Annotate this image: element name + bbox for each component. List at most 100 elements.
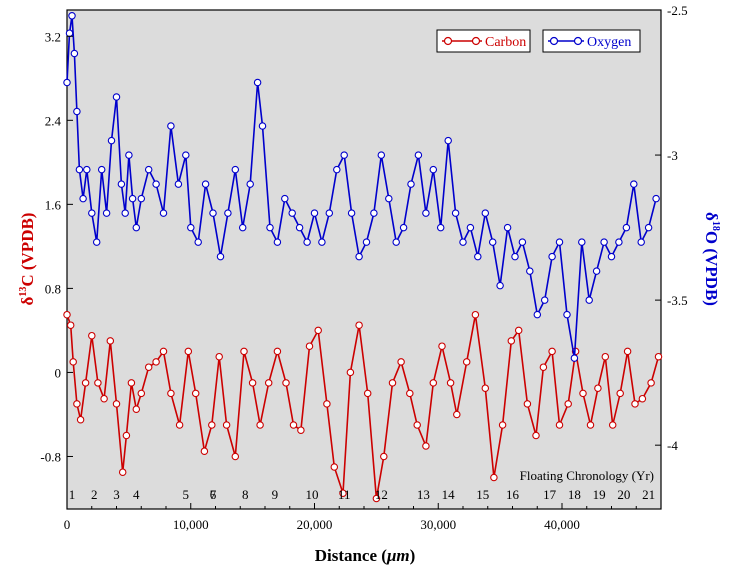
carbon-data-point [555, 421, 564, 429]
carbon-data-point [339, 489, 347, 497]
carbon-data-point [355, 321, 363, 329]
carbon-data-point [372, 494, 381, 503]
chronology-year-label: 18 [568, 487, 581, 502]
carbon-data-point [76, 415, 85, 424]
carbon-data-point [175, 421, 184, 429]
y-left-tick-label: 3.2 [45, 29, 61, 44]
oxygen-data-point [75, 165, 84, 174]
chronology-year-label: 10 [306, 487, 319, 502]
oxygen-data-point [318, 238, 326, 246]
chronology-year-label: 11 [338, 487, 351, 502]
carbon-data-point [397, 358, 405, 366]
carbon-data-point [638, 394, 647, 403]
oxygen-data-point [88, 209, 96, 217]
x-tick-label: 20,000 [297, 517, 333, 532]
carbon-data-point [539, 363, 548, 371]
carbon-data-point [601, 352, 610, 361]
oxygen-data-point [570, 354, 579, 362]
oxygen-series-line [66, 15, 657, 359]
carbon-data-point [388, 379, 397, 387]
chronology-title: Floating Chronology (Yr) [520, 468, 654, 483]
carbon-data-point [73, 400, 81, 408]
carbon-data-point [282, 379, 290, 387]
oxygen-data-point [563, 310, 571, 319]
oxygen-data-point [125, 151, 133, 159]
oxygen-data-point [288, 209, 296, 217]
carbon-data-point [127, 379, 136, 387]
oxygen-data-point [407, 180, 415, 188]
oxygen-data-point [555, 238, 564, 246]
oxygen-data-point [209, 209, 217, 217]
chronology-year-label: 3 [113, 487, 120, 502]
y-right-tick-label: -2.5 [667, 3, 688, 18]
oxygen-data-point [533, 310, 542, 319]
oxygen-data-point [459, 238, 467, 246]
oxygen-data-point [73, 107, 81, 116]
oxygen-data-point [79, 194, 87, 203]
oxygen-data-point [70, 49, 79, 58]
x-tick-label: 10,000 [173, 517, 209, 532]
carbon-data-point [462, 358, 471, 366]
carbon-data-point [222, 421, 231, 429]
oxygen-data-point [121, 209, 129, 217]
legend-marker-oxygen [549, 36, 559, 46]
oxygen-data-point [377, 151, 386, 159]
oxygen-data-point [429, 165, 438, 174]
legend-label-oxygen: Oxygen [587, 35, 631, 50]
oxygen-data-point [63, 78, 71, 87]
carbon-data-point [305, 342, 314, 350]
oxygen-data-point [540, 296, 549, 304]
carbon-data-point [579, 389, 587, 398]
oxygen-data-point [578, 238, 586, 246]
carbon-data-point [564, 400, 572, 408]
carbon-data-point [429, 379, 438, 387]
carbon-data-point [100, 394, 108, 403]
carbon-data-point [507, 337, 516, 345]
oxygen-data-point [481, 209, 490, 217]
carbon-data-point [191, 389, 200, 398]
oxygen-data-point [83, 165, 91, 174]
chronology-year-label: 14 [442, 487, 456, 502]
oxygen-data-point [107, 136, 116, 145]
oxygen-data-point [600, 238, 608, 246]
oxygen-data-point [266, 223, 274, 232]
oxygen-data-point [137, 194, 146, 203]
carbon-data-point [122, 431, 131, 440]
oxygen-data-point [503, 223, 512, 232]
oxygen-data-point [310, 209, 319, 217]
oxygen-data-point [152, 180, 160, 188]
chronology-year-label: 12 [375, 487, 388, 502]
oxygen-data-point [174, 180, 183, 188]
oxygen-data-point [144, 165, 153, 174]
oxygen-data-point [231, 165, 240, 174]
oxygen-data-point [128, 194, 137, 203]
legend-marker-carbon [443, 36, 453, 46]
oxygen-data-point [518, 238, 527, 246]
carbon-data-point [623, 347, 632, 356]
carbon-data-point [94, 379, 102, 387]
carbon-data-point [413, 421, 421, 429]
oxygen-data-point [303, 238, 311, 246]
carbon-data-point [137, 389, 146, 398]
carbon-data-point [248, 379, 257, 387]
oxygen-data-point [451, 209, 460, 217]
carbon-data-point [106, 337, 115, 345]
carbon-data-point [654, 352, 663, 361]
chronology-year-label: 9 [272, 487, 279, 502]
y-right-tick-label: -4 [667, 438, 678, 453]
carbon-data-point [446, 379, 455, 387]
chronology-year-label: 16 [506, 487, 520, 502]
oxygen-data-point [182, 151, 190, 159]
oxygen-data-point [253, 78, 262, 87]
oxygen-data-point [630, 180, 638, 188]
carbon-data-point [297, 426, 305, 434]
legend-marker-carbon-2 [471, 36, 481, 46]
oxygen-data-point [194, 238, 202, 246]
oxygen-data-point [92, 238, 101, 246]
carbon-data-point [289, 421, 298, 429]
y-left-tick-label: 1.6 [45, 197, 62, 212]
oxygen-data-point [526, 267, 534, 275]
oxygen-data-point [258, 122, 267, 130]
carbon-data-point [256, 421, 264, 429]
oxygen-data-point [436, 223, 445, 232]
